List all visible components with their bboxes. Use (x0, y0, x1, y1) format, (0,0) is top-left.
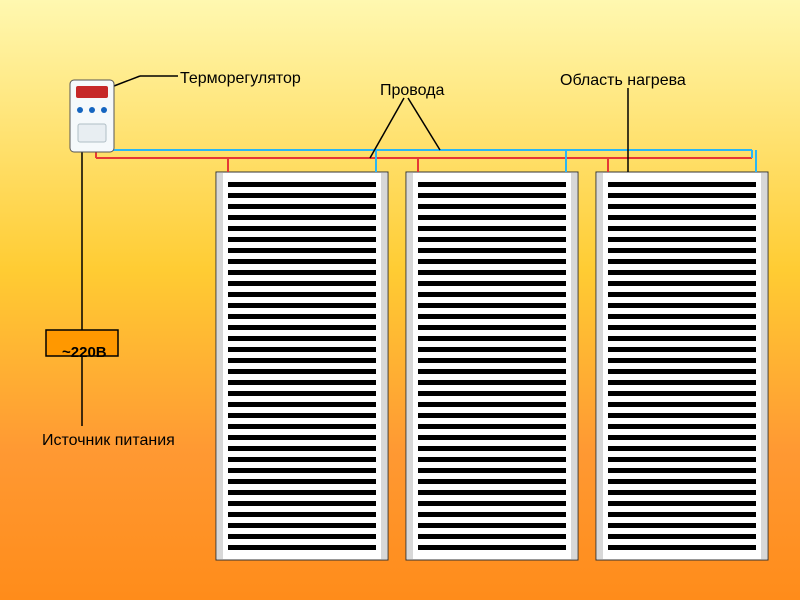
heating-panel (596, 172, 768, 560)
label-heating-area: Область нагрева (560, 72, 686, 90)
label-wires: Провода (380, 82, 444, 100)
label-power-source: Источник питания (42, 432, 175, 450)
label-thermostat: Терморегулятор (180, 70, 301, 88)
label-voltage: ~220В (62, 344, 107, 361)
thermostat-icon (70, 80, 114, 152)
heating-panel (216, 172, 388, 560)
heating-panel (406, 172, 578, 560)
